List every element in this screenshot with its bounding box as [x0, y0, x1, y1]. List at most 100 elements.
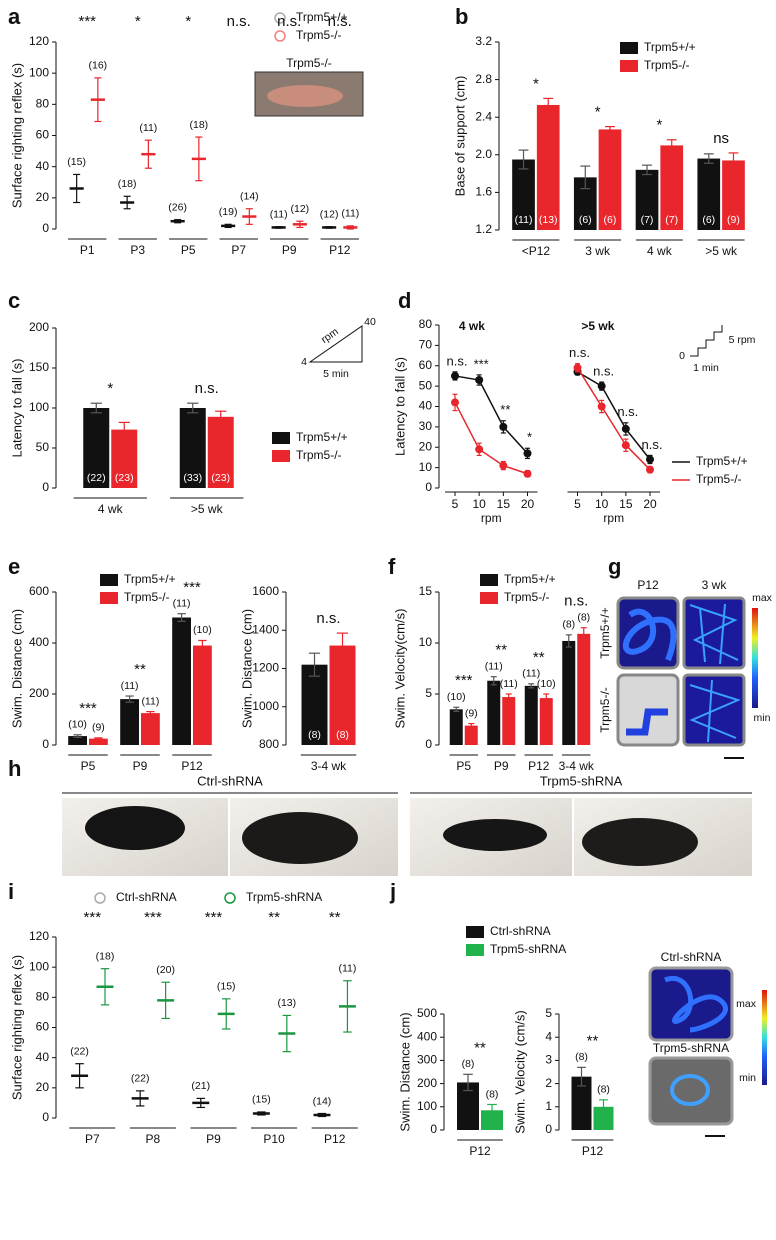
significance: n.s. [617, 404, 638, 419]
n-label: (10) [537, 678, 556, 690]
y-tick-label: 1400 [252, 622, 279, 636]
y-tick-label: 400 [417, 1029, 437, 1043]
n-label: (21) [191, 1080, 210, 1092]
bar [539, 698, 553, 745]
y-tick-label: 40 [36, 1050, 50, 1064]
legend-swatch [620, 42, 638, 54]
bar [635, 169, 659, 230]
legend-label: Trpm5+/+ [296, 10, 348, 24]
group-label: Trpm5-shRNA [540, 773, 623, 788]
significance: ** [474, 1039, 486, 1056]
y-tick-label: 2.0 [475, 147, 492, 161]
x-tick-label: 20 [521, 497, 535, 511]
series-line [576, 367, 651, 471]
n-label: (8) [575, 1051, 588, 1063]
map-label: Ctrl-shRNA [661, 950, 722, 964]
panel-letter: b [455, 4, 468, 29]
significance: ** [500, 402, 510, 417]
y-tick-label: 0 [430, 1122, 437, 1136]
y-tick-label: 0 [42, 221, 49, 235]
n-label: (8) [308, 729, 321, 741]
x-tick-label: P10 [263, 1132, 285, 1146]
x-tick-label: P5 [81, 759, 96, 773]
panel-letter: c [8, 288, 20, 313]
significance: ** [587, 1032, 599, 1049]
y-axis-label: Swim. Velocity (cm/s) [512, 1010, 527, 1134]
y-axis-label: Surface righting reflex (s) [9, 955, 24, 1100]
significance: *** [78, 13, 96, 30]
significance: *** [455, 672, 473, 689]
bar [207, 416, 234, 488]
y-tick-label: 1 [545, 1099, 552, 1113]
legend-label: Ctrl-shRNA [116, 890, 177, 904]
inset-label: 4 [301, 356, 307, 368]
pup-shape [267, 85, 343, 107]
legend-label: Trpm5-/- [504, 590, 550, 604]
series-line [454, 375, 529, 454]
significance: ** [268, 909, 280, 926]
bar [660, 145, 684, 230]
heatmap [682, 596, 746, 670]
bar [141, 713, 160, 745]
point [646, 455, 654, 464]
y-tick-label: 10 [419, 635, 433, 649]
y-tick-label: 0 [42, 737, 49, 751]
heatmap [648, 1056, 734, 1126]
legend-swatch [466, 926, 484, 938]
x-tick-label: P8 [146, 1132, 161, 1146]
x-tick-label: P5 [456, 759, 471, 773]
column-label: 3 wk [702, 578, 728, 592]
y-axis-label: Swim. Distance (cm) [239, 609, 254, 728]
y-tick-label: 300 [417, 1053, 437, 1067]
x-tick-label: 10 [595, 497, 609, 511]
x-tick-label: P9 [494, 759, 509, 773]
n-label: (8) [486, 1088, 499, 1100]
n-label: (10) [447, 691, 466, 703]
bar [111, 429, 138, 488]
y-axis-label: Latency to fall (s) [9, 359, 24, 458]
n-label: (11) [522, 668, 540, 680]
bar [722, 160, 745, 230]
legend-swatch [224, 892, 236, 904]
significance: * [527, 430, 532, 445]
significance: ** [329, 909, 341, 926]
group-title: >5 wk [581, 319, 614, 333]
n-label: (8) [462, 1058, 475, 1070]
x-tick-label: P7 [231, 243, 246, 257]
point [499, 422, 508, 431]
track [664, 975, 728, 1033]
panel-letter: i [8, 879, 14, 904]
n-label: (11) [515, 214, 533, 226]
n-label: (15) [217, 981, 236, 993]
n-label: (8) [562, 619, 575, 631]
significance: n.s. [277, 13, 301, 30]
bar [481, 1110, 503, 1130]
point [573, 363, 582, 372]
legend-swatch [272, 432, 290, 444]
n-label: (11) [139, 122, 157, 134]
significance: n.s. [642, 437, 663, 452]
bar [120, 699, 139, 745]
color-bar [752, 608, 758, 708]
column-label: P12 [637, 578, 659, 592]
x-tick-label: P12 [582, 1144, 604, 1158]
legend-swatch [274, 12, 286, 24]
mouse [582, 818, 698, 866]
x-tick-label: 5 [574, 497, 581, 511]
y-tick-label: 100 [29, 959, 49, 973]
significance: *** [205, 909, 223, 926]
n-label: (11) [141, 695, 159, 707]
y-tick-label: 600 [29, 584, 49, 598]
significance: * [595, 104, 601, 121]
y-tick-label: 500 [417, 1006, 437, 1020]
y-tick-label: 200 [417, 1076, 437, 1090]
y-tick-label: 15 [419, 584, 433, 598]
n-label: (7) [665, 214, 678, 226]
bar [536, 104, 560, 230]
ramp-schematic [308, 325, 363, 363]
legend-label: Trpm5-/- [296, 28, 342, 42]
y-tick-label: 1.6 [475, 185, 492, 199]
x-tick-label: P3 [130, 243, 145, 257]
panel-letter: a [8, 4, 21, 29]
legend-swatch [466, 944, 484, 956]
